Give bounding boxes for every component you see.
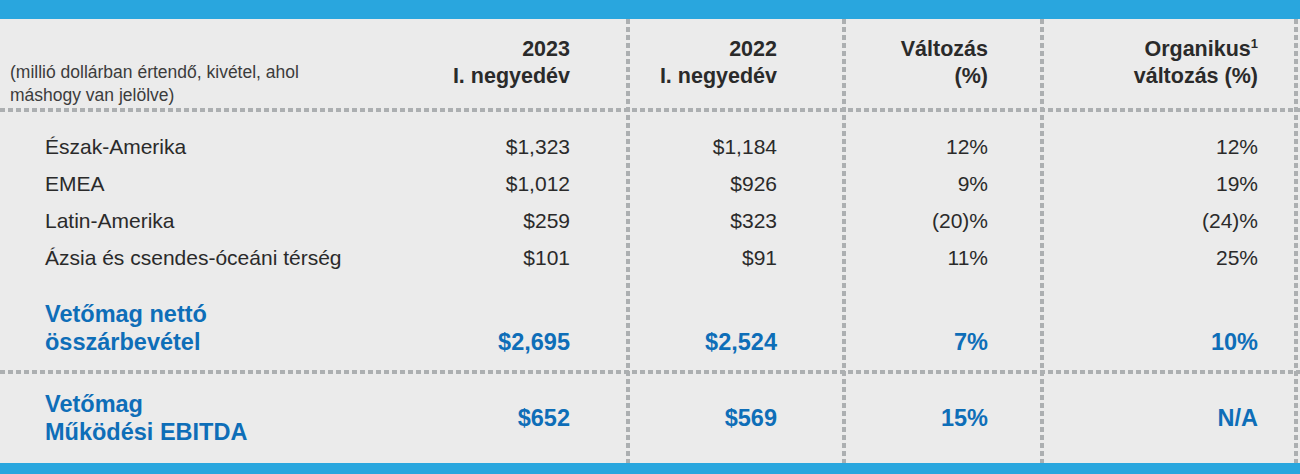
column-divider [1040,19,1044,463]
ebitda-row-label-line1: Vetőmag [45,390,380,418]
value-2023: $259 [380,202,628,239]
column-divider [1294,19,1298,463]
ebitda-value-2023: $652 [380,404,628,432]
total-value-2023: $2,695 [380,328,628,356]
top-accent-bar [0,0,1300,19]
total-row-label-line2: összárbevétel [45,328,380,356]
row-label: Latin-Amerika [0,202,380,239]
value-organic: (24)% [1042,202,1300,239]
row-label: EMEA [0,165,380,202]
column-header-organic-change: Organikus1 változás (%) [1042,30,1300,108]
ebitda-value-2022: $569 [628,404,844,432]
column-header-2022-q1: 2022 I. negyedév [628,36,844,108]
column-header-2022-year: 2022 [628,36,777,63]
column-header-2023-year: 2023 [380,36,570,63]
value-2022: $1,184 [628,128,844,165]
column-header-organic-line1: Organikus1 [1042,30,1258,63]
value-change: (20)% [844,202,1042,239]
total-row-label-line1: Vetőmag nettó [45,300,380,328]
value-2023: $1,323 [380,128,628,165]
ebitda-value-organic: N/A [1042,404,1300,432]
column-header-change-line1: Változás [844,36,988,63]
units-note: (millió dollárban értendő, kivétel, ahol… [0,61,380,108]
value-change: 9% [844,165,1042,202]
value-organic: 12% [1042,128,1300,165]
column-header-2022-quarter: I. negyedév [628,63,777,90]
financial-results-table: (millió dollárban értendő, kivétel, ahol… [0,0,1300,474]
value-2023: $1,012 [380,165,628,202]
value-2022: $323 [628,202,844,239]
value-organic: 19% [1042,165,1300,202]
ebitda-value-change: 15% [844,404,1042,432]
value-change: 12% [844,128,1042,165]
column-divider [842,19,846,463]
column-header-2023-quarter: I. negyedév [380,63,570,90]
total-value-2022: $2,524 [628,328,844,356]
column-header-organic-line2: változás (%) [1042,63,1258,90]
total-value-organic: 10% [1042,328,1300,356]
column-header-change-line2: (%) [844,63,988,90]
units-note-line1: (millió dollárban értendő, kivétel, ahol [10,61,380,84]
column-header-change: Változás (%) [844,36,1042,108]
units-note-line2: máshogy van jelölve) [10,84,380,107]
bottom-accent-bar [0,463,1300,474]
column-header-2023-q1: 2023 I. negyedév [380,36,628,108]
region-rows: Észak-Amerika $1,323 $1,184 12% 12% EMEA… [0,110,1300,276]
row-label: Észak-Amerika [0,128,380,165]
total-row-label: Vetőmag nettó összárbevétel [0,300,380,356]
column-header-organic-word: Organikus [1144,37,1250,61]
total-net-sales-row: Vetőmag nettó összárbevétel $2,695 $2,52… [0,270,1300,370]
ebitda-row-label-line2: Működési EBITDA [45,418,380,446]
footnote-marker: 1 [1251,36,1258,51]
table-header-row: (millió dollárban értendő, kivétel, ahol… [0,19,1300,108]
column-divider [626,19,630,463]
operating-ebitda-row: Vetőmag Működési EBITDA $652 $569 15% N/… [0,372,1300,463]
total-value-change: 7% [844,328,1042,356]
ebitda-row-label: Vetőmag Működési EBITDA [0,390,380,446]
value-2022: $926 [628,165,844,202]
